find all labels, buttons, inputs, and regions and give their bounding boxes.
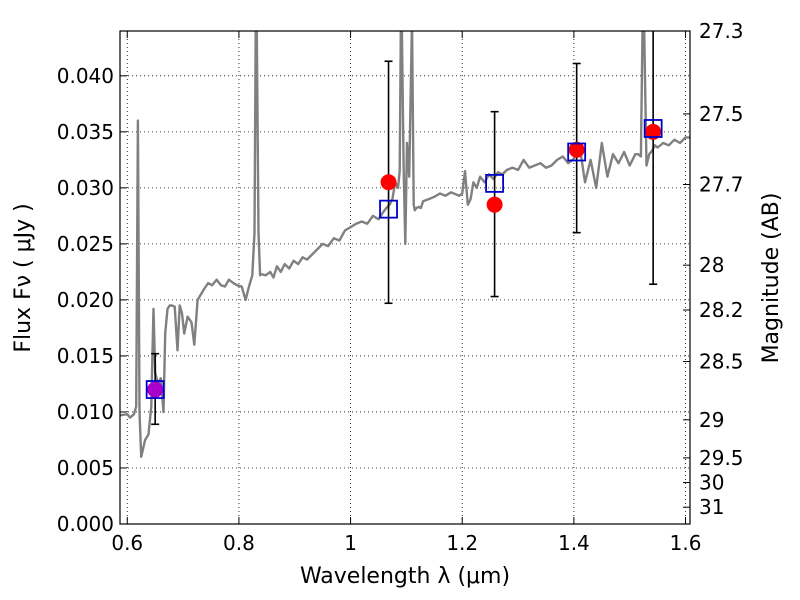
observed-point	[568, 141, 585, 158]
observed-point	[380, 174, 397, 191]
plot-background	[120, 31, 690, 524]
right-tick-label: 29.5	[699, 446, 744, 470]
right-tick-label: 30	[699, 471, 724, 495]
x-tick-label: 1.2	[446, 531, 478, 555]
right-tick-label: 27.5	[699, 102, 744, 126]
data-layer	[120, 31, 690, 458]
y-axis-title: Flux Fν ( μJy )	[11, 203, 36, 352]
y-tick-label: 0.020	[57, 288, 114, 312]
model-square	[643, 119, 663, 138]
x-tick-label: 1.6	[670, 531, 702, 555]
y-tick-label: 0.040	[57, 64, 114, 88]
x-axis-title: Wavelength λ (μm)	[300, 564, 510, 589]
x-tick-label: 0.8	[223, 531, 255, 555]
y-tick-label: 0.025	[57, 232, 114, 256]
right-tick-label: 27.3	[699, 19, 744, 43]
right-tick-label: 28.5	[699, 350, 744, 374]
x-tick-label: 1.4	[558, 531, 590, 555]
plot-frame	[119, 30, 691, 525]
right-tick-label: 28	[699, 253, 724, 277]
right-tick-label: 29	[699, 408, 724, 432]
right-tick-label: 27.7	[699, 173, 744, 197]
y-tick-label: 0.010	[57, 400, 114, 424]
model-square	[485, 173, 505, 193]
y-tick-label: 0.035	[57, 120, 114, 144]
model-square	[145, 380, 165, 399]
observed-point	[645, 123, 662, 140]
right-tick-label: 31	[699, 495, 724, 519]
y-tick-label: 0.000	[57, 512, 114, 536]
right-axis-title: Magnitude (AB)	[759, 193, 784, 364]
y-tick-label: 0.005	[57, 456, 114, 480]
model-square	[567, 142, 587, 162]
x-tick-label: 1	[344, 531, 357, 555]
y-tick-label: 0.030	[57, 176, 114, 200]
y-tick-label: 0.015	[57, 344, 114, 368]
model-square	[379, 199, 398, 219]
observed-point	[147, 381, 164, 398]
axes: 0.6 0.8 1 1.2 1.4 1.6 0.000 0.005 0.010 0.015 0.02…	[57, 19, 744, 555]
x-tick-label: 0.6	[111, 531, 143, 555]
observed-point	[486, 196, 503, 213]
right-tick-label: 28.2	[699, 298, 744, 322]
